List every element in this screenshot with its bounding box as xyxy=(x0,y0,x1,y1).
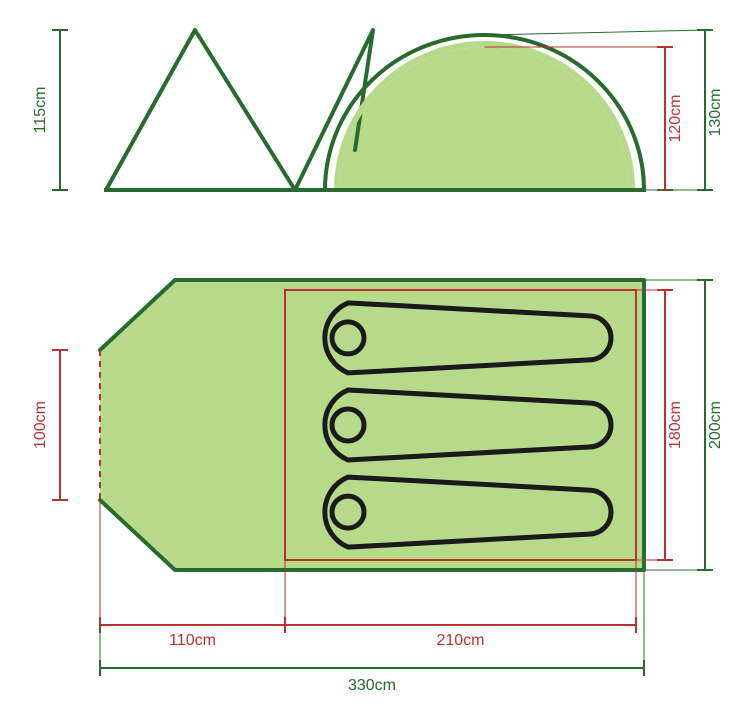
dim-115cm: 115cm xyxy=(32,87,49,134)
dim-110cm: 110cm xyxy=(169,632,216,649)
dim-210cm: 210cm xyxy=(436,632,484,649)
dim-120cm: 120cm xyxy=(667,94,684,142)
dim-330cm: 330cm xyxy=(348,677,396,694)
dim-100cm: 100cm xyxy=(32,401,49,449)
dim-200cm: 200cm xyxy=(707,401,724,449)
dim-130cm: 130cm xyxy=(707,88,724,136)
top-view-footprint xyxy=(100,280,644,570)
dim-180cm: 180cm xyxy=(667,401,684,449)
